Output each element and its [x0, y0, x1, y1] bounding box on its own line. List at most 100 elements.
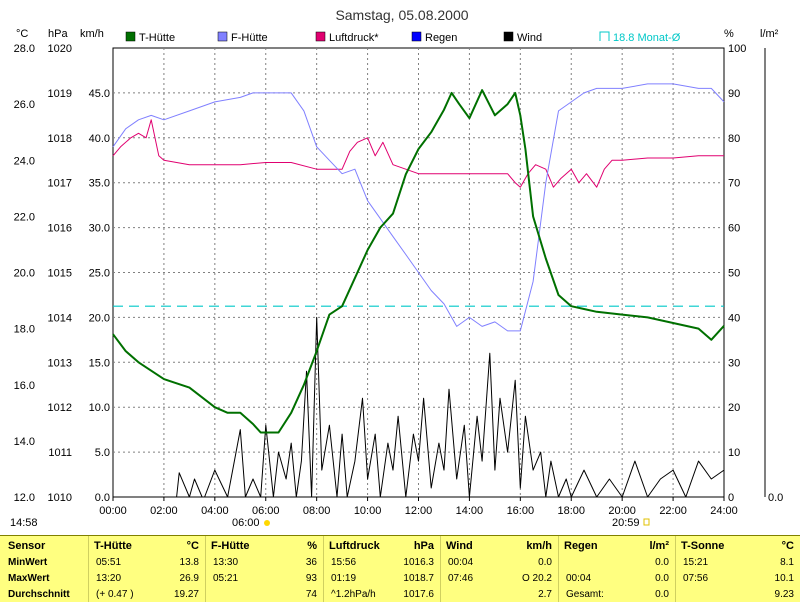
press-tick: 1010 [48, 492, 72, 504]
x-tick-label: 24:00 [710, 505, 738, 517]
sunrise-time: 06:00 [232, 517, 260, 529]
stats-value-regen: 0.0 [655, 573, 669, 584]
temp-tick: 22.0 [14, 211, 35, 223]
legend-label: Luftdruck* [329, 32, 379, 44]
pct-tick: 30 [728, 357, 740, 369]
stats-time-f-huette: 05:21 [213, 573, 239, 584]
stats-value-t-huette: 19.27 [173, 589, 199, 600]
stats-table: Sensor MinWert MaxWert Durchschnitt T-Hü… [0, 535, 800, 602]
press-tick: 1016 [48, 223, 72, 235]
legend-label: 18.8 Monat-Ø [613, 32, 681, 44]
stats-value-wind: 0.0 [538, 557, 552, 568]
press-tick: 1014 [48, 312, 72, 324]
x-tick-label: 08:00 [303, 505, 331, 517]
stats-value-wind: 2.7 [538, 589, 552, 600]
stats-header-t-huette: T-Hütte [94, 540, 132, 552]
sunrise-marker [264, 520, 270, 526]
stats-value-f-huette: 74 [305, 589, 317, 600]
x-tick-label: 22:00 [659, 505, 687, 517]
stats-col-luftdruck: Luftdruck hPa 15:56 1016.3 01:19 1018.7 ^1.2hP… [323, 536, 441, 602]
stats-header-luftdruck: Luftdruck [329, 540, 380, 552]
rain-tick: 0.0 [768, 492, 783, 504]
press-tick: 1020 [48, 43, 72, 55]
stats-unit-t-huette: °C [186, 540, 199, 552]
stats-header-t-sonne: T-Sonne [681, 540, 725, 552]
x-tick-label: 04:00 [201, 505, 229, 517]
legend-swatch [315, 31, 326, 42]
wind-tick: 25.0 [89, 268, 110, 280]
stats-time-regen: Gesamt: [566, 589, 604, 600]
x-tick-label: 10:00 [354, 505, 382, 517]
pct-tick: 40 [728, 312, 740, 324]
sunset-marker [643, 518, 650, 526]
temp-tick: 18.0 [14, 324, 35, 336]
pct-tick: 10 [728, 447, 740, 459]
stats-col-t-huette: T-Hütte °C 05:51 13.8 13:20 26.9 (+ 0.47 ) 19.2… [88, 536, 206, 602]
pct-tick: 100 [728, 43, 746, 55]
stats-time-regen: 00:04 [566, 573, 592, 584]
stats-unit-wind: km/h [526, 540, 552, 552]
stats-value-f-huette: 36 [305, 557, 317, 568]
stats-time-luftdruck: 15:56 [331, 557, 357, 568]
press-tick: 1017 [48, 178, 72, 190]
stats-header-regen: Regen [564, 540, 598, 552]
stats-value-t-huette: 26.9 [179, 573, 199, 584]
update-time: 14:58 [10, 517, 38, 529]
sunset-time: 20:59 [612, 517, 640, 529]
temp-tick: 16.0 [14, 380, 35, 392]
wind-tick: 15.0 [89, 357, 110, 369]
stats-value-luftdruck: 1016.3 [403, 557, 434, 568]
pct-tick: 90 [728, 88, 740, 100]
press-tick: 1015 [48, 268, 72, 280]
pct-unit-label: % [724, 28, 734, 40]
temp-tick: 26.0 [14, 99, 35, 111]
stats-col-t-sonne: T-Sonne °C 15:21 8.1 07:56 10.1 9.23 [675, 536, 800, 602]
axis-ticks: 28.026.024.022.020.018.016.014.012.01020… [14, 43, 784, 517]
x-tick-label: 02:00 [150, 505, 178, 517]
pct-tick: 80 [728, 133, 740, 145]
press-tick: 1011 [48, 447, 72, 459]
stats-value-wind: O 20.2 [521, 573, 552, 584]
legend-swatch [125, 31, 136, 42]
legend-swatch [599, 31, 610, 41]
row-label-max: MaxWert [8, 573, 50, 584]
press-tick: 1013 [48, 357, 72, 369]
stats-header-sensor: Sensor [8, 540, 46, 552]
stats-time-t-huette: 05:51 [96, 557, 122, 568]
series-line-wind [176, 316, 725, 498]
row-label-avg: Durchschnitt [8, 589, 70, 600]
pct-tick: 20 [728, 402, 740, 414]
legend: T-Hütte F-Hütte Luftdruck* Regen Wind 18.8 Mo… [125, 31, 681, 44]
stats-value-luftdruck: 1018.7 [403, 573, 434, 584]
temp-tick: 24.0 [14, 155, 35, 167]
pct-tick: 50 [728, 268, 740, 280]
wind-tick: 20.0 [89, 312, 110, 324]
stats-time-t-sonne: 07:56 [683, 573, 709, 584]
x-tick-label: 06:00 [252, 505, 280, 517]
x-tick-label: 20:00 [608, 505, 636, 517]
x-tick-label: 18:00 [557, 505, 585, 517]
press-unit-label: hPa [48, 28, 68, 40]
stats-value-luftdruck: 1017.6 [403, 589, 434, 600]
legend-swatch [217, 31, 228, 42]
stats-unit-luftdruck: hPa [413, 540, 434, 552]
series-line-luftdruck [112, 119, 724, 188]
pct-tick: 70 [728, 178, 740, 190]
stats-value-t-sonne: 10.1 [774, 573, 794, 584]
legend-label: F-Hütte [231, 32, 268, 44]
x-tick-label: 16:00 [507, 505, 535, 517]
stats-value-t-sonne: 8.1 [780, 557, 794, 568]
stats-col-f-huette: F-Hütte% 13:30 36 05:21 93 74 [205, 536, 324, 602]
temp-tick: 20.0 [14, 268, 35, 280]
legend-label: Regen [425, 32, 457, 44]
grid [112, 47, 766, 498]
press-tick: 1019 [48, 88, 72, 100]
stats-value-f-huette: 93 [305, 573, 317, 584]
wind-tick: 40.0 [89, 133, 110, 145]
stats-value-regen: 0.0 [655, 589, 669, 600]
stats-time-wind: 07:46 [448, 573, 474, 584]
wind-tick: 30.0 [89, 223, 110, 235]
wind-tick: 5.0 [95, 447, 110, 459]
stats-col-regen: Regen l/m² 0.0 00:04 0.0 Gesamt: 0.0 [558, 536, 676, 602]
stats-unit-t-sonne: °C [781, 540, 794, 552]
